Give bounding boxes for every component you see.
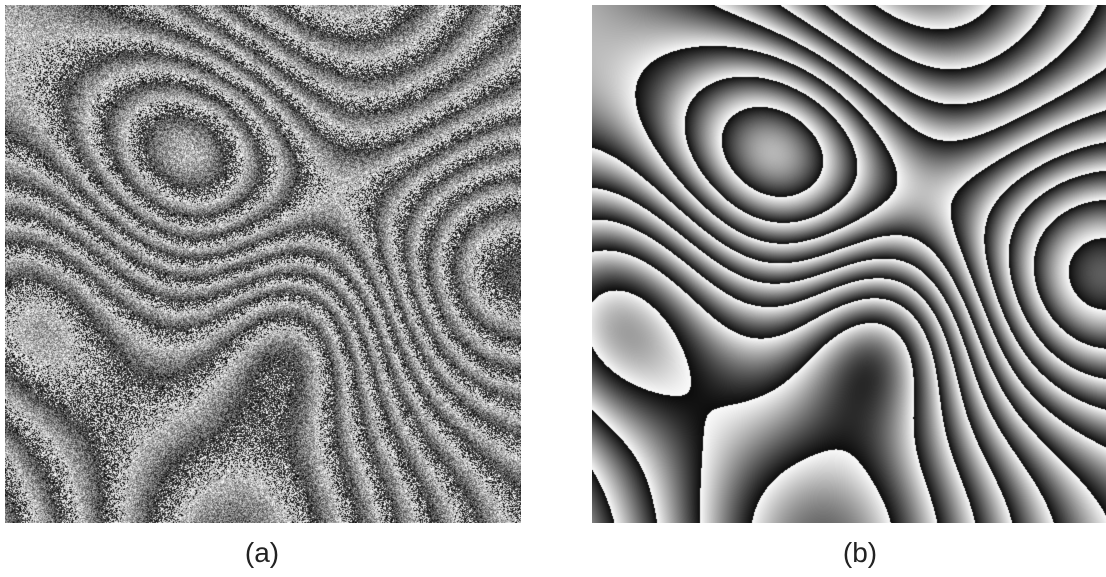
noisy-fringe-canvas — [5, 5, 521, 523]
caption-b: (b) — [842, 537, 878, 568]
filtered-fringe-image — [592, 5, 1106, 523]
filtered-fringe-canvas — [592, 5, 1106, 523]
noisy-fringe-image — [5, 5, 521, 523]
caption-a: (a) — [244, 537, 280, 568]
